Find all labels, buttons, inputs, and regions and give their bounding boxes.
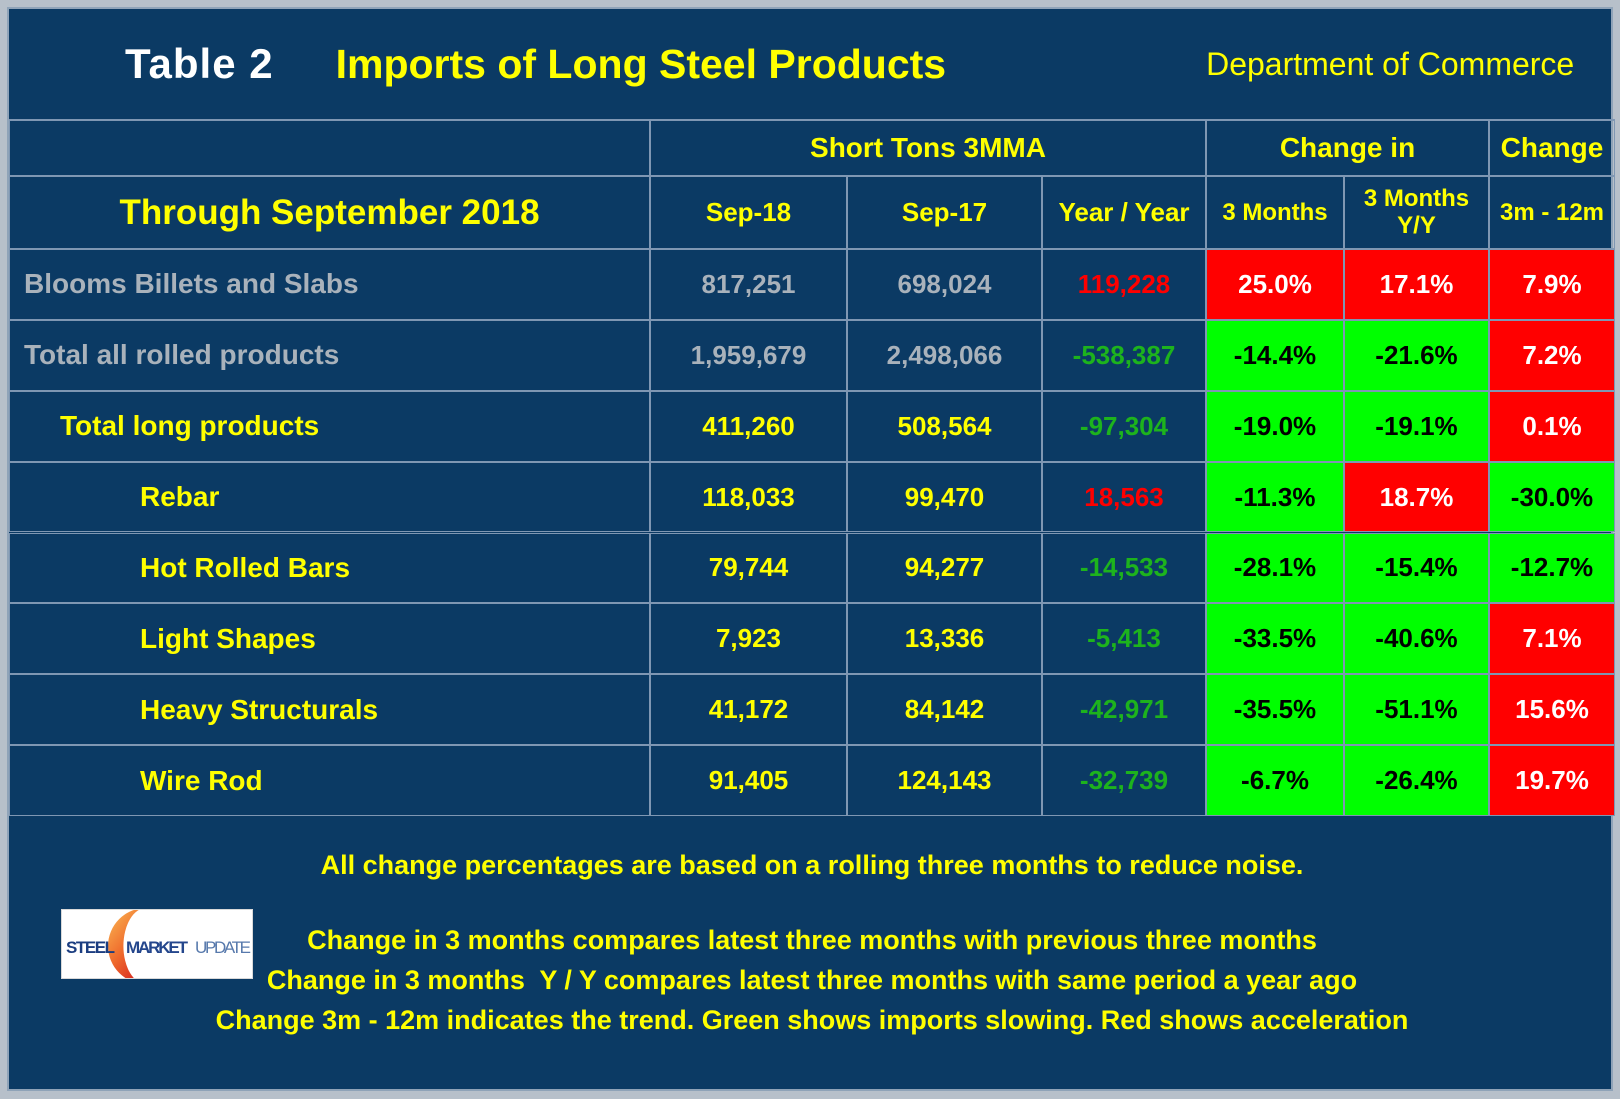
svg-text:STEEL: STEEL [66, 938, 115, 957]
svg-text:UPDATE: UPDATE [195, 938, 251, 957]
svg-text:MARKET: MARKET [126, 938, 189, 957]
